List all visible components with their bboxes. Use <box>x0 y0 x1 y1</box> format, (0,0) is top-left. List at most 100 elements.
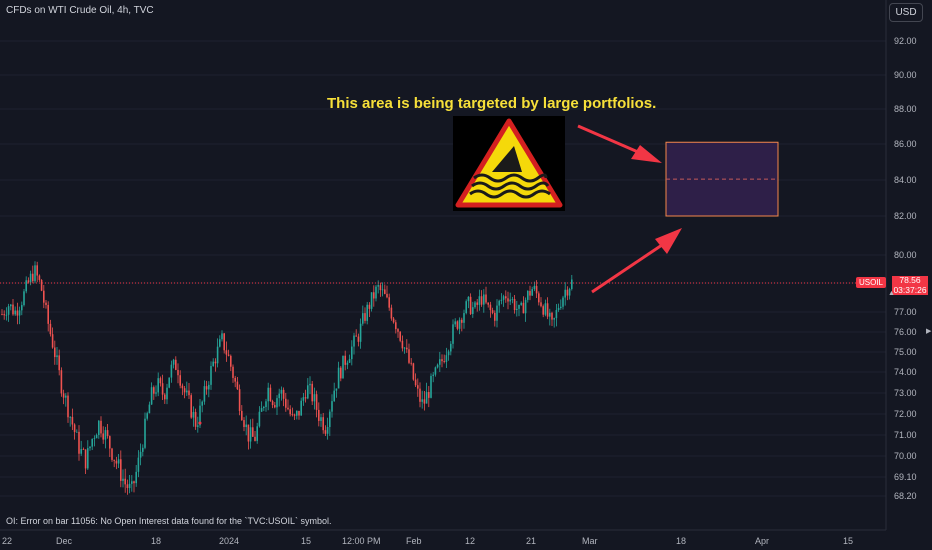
candle-body <box>117 459 120 464</box>
x-tick-label: 22 <box>2 536 13 546</box>
candle-body <box>480 296 483 305</box>
y-tick-label: 71.00 <box>894 430 917 440</box>
candle-body <box>417 385 419 389</box>
candle-body <box>252 427 254 437</box>
candle-body <box>170 364 173 378</box>
candle-body <box>76 431 78 433</box>
candle-body <box>483 294 485 305</box>
candle-body <box>533 285 536 290</box>
currency-selector[interactable]: USD <box>889 3 923 22</box>
candle-body <box>307 385 309 399</box>
candle-body <box>95 434 98 439</box>
marker-dot <box>198 421 202 425</box>
candle-body <box>98 420 100 435</box>
candle-body <box>186 390 188 393</box>
candle-body <box>109 436 111 449</box>
candle-body <box>384 289 386 294</box>
candle-body <box>62 393 65 398</box>
candle-body <box>518 304 520 309</box>
candle-body <box>401 340 404 349</box>
candle-body <box>566 289 569 296</box>
candle-body <box>557 307 560 310</box>
candle-body <box>485 294 487 303</box>
candle-body <box>406 347 408 350</box>
candle-body <box>87 448 89 469</box>
candle-body <box>381 289 384 291</box>
candle-body <box>133 481 135 484</box>
candle-body <box>408 349 410 363</box>
candle-body <box>434 367 437 375</box>
y-tick-label: 69.10 <box>894 472 917 482</box>
candle-body <box>181 385 184 389</box>
y-tick-label: 74.00 <box>894 367 917 377</box>
y-tick-label: 72.00 <box>894 409 917 419</box>
candle-body <box>208 384 210 390</box>
candle-body <box>199 405 201 426</box>
candle-body <box>359 323 362 342</box>
y-tick-label: 70.00 <box>894 451 917 461</box>
candle-body <box>131 481 133 484</box>
candle-body <box>445 355 448 363</box>
candle-body <box>386 293 388 298</box>
candle-body <box>146 413 148 419</box>
candle-body <box>230 355 232 367</box>
candle-body <box>49 323 52 335</box>
candle-body <box>23 291 25 306</box>
candle-body <box>65 395 67 398</box>
candle-body <box>298 410 300 416</box>
candle-body <box>496 305 498 321</box>
candle-body <box>344 355 346 365</box>
candle-body <box>16 310 19 316</box>
candle-body <box>21 305 23 311</box>
candle-body <box>313 394 316 402</box>
candle-body <box>375 286 377 299</box>
red-arrow-icon[interactable] <box>591 228 682 294</box>
candle-body <box>7 306 10 315</box>
x-tick-label: Apr <box>755 536 770 546</box>
candle-body <box>357 336 360 342</box>
candle-body <box>89 446 91 449</box>
candle-body <box>531 289 533 296</box>
candle-body <box>276 398 278 408</box>
candle-body <box>106 430 109 437</box>
candle-body <box>183 388 186 393</box>
candle-body <box>454 321 456 325</box>
candle-body <box>221 333 223 340</box>
candle-body <box>267 387 269 402</box>
candle-body <box>210 366 212 385</box>
candle-body <box>245 424 247 428</box>
candle-body <box>340 367 342 379</box>
candle-body <box>564 289 566 298</box>
candle-body <box>441 359 443 362</box>
candle-body <box>223 333 225 351</box>
x-tick-label: 21 <box>526 536 537 546</box>
candle-body <box>25 280 27 292</box>
x-tick-label: Feb <box>406 536 422 546</box>
candle-body <box>331 401 333 412</box>
x-tick-label: 2024 <box>219 536 240 546</box>
candle-body <box>507 298 509 302</box>
scale-marker-icon[interactable]: ▶ <box>926 328 932 335</box>
candle-body <box>293 414 296 416</box>
candlestick-series <box>1 261 573 495</box>
last-price-value: 78.56 <box>899 275 921 285</box>
candle-body <box>549 312 551 317</box>
last-price-tag: 78.56 03:37:26 <box>892 275 928 295</box>
red-arrow-icon[interactable] <box>577 124 662 163</box>
scale-marker-icon[interactable]: ▲ <box>888 290 895 297</box>
candle-body <box>296 410 298 416</box>
candle-body <box>100 420 102 434</box>
candle-body <box>491 310 494 313</box>
price-axis-panel[interactable] <box>886 0 932 530</box>
x-tick-label: 12:00 PM <box>342 536 381 546</box>
candle-body <box>142 447 144 452</box>
annotation-text[interactable]: This area is being targeted by large por… <box>327 95 657 112</box>
candle-body <box>14 310 16 315</box>
candle-body <box>540 302 542 307</box>
target-zone-box[interactable] <box>665 141 779 217</box>
candle-body <box>502 296 505 300</box>
candle-body <box>56 355 58 358</box>
chart-title: CFDs on WTI Crude Oil, 4h, TVC <box>6 5 154 16</box>
candle-body <box>403 347 406 349</box>
